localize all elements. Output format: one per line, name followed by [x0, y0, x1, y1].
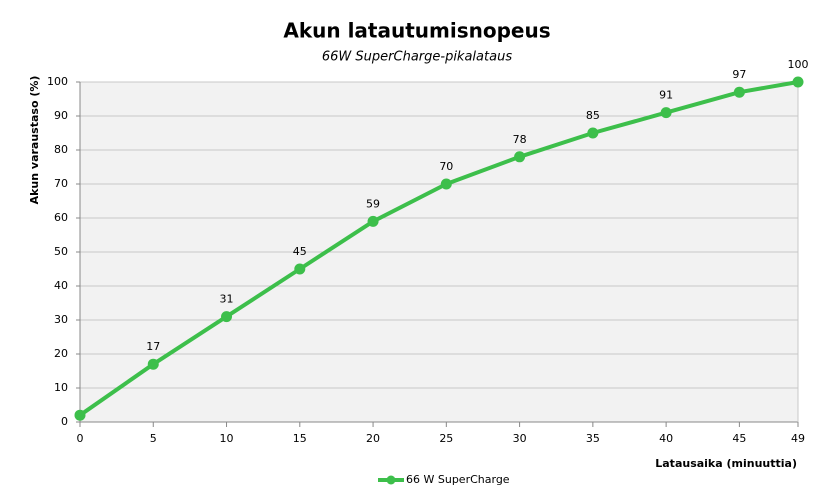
x-tick-label: 20 [366, 432, 380, 445]
y-tick-label: 50 [54, 245, 68, 258]
x-axis-label: Latausaika (minuuttia) [655, 457, 797, 470]
data-label: 45 [293, 245, 307, 258]
y-axis-label: Akun varaustaso (%) [28, 76, 41, 205]
data-label: 59 [366, 197, 380, 210]
y-tick-label: 20 [54, 347, 68, 360]
chart-subtitle: 66W SuperCharge-pikalataus [322, 50, 512, 65]
data-label: 78 [513, 133, 527, 146]
y-tick-label: 70 [54, 177, 68, 190]
x-tick-label: 40 [659, 432, 673, 445]
y-tick-label: 40 [54, 279, 68, 292]
data-label: 70 [439, 160, 453, 173]
data-label: 91 [659, 89, 673, 102]
x-tick-label: 49 [791, 432, 805, 445]
data-point [294, 263, 306, 275]
data-point [587, 127, 599, 139]
legend-marker [386, 475, 396, 485]
data-label: 17 [146, 340, 160, 353]
data-point [660, 107, 672, 119]
x-tick-label: 30 [513, 432, 527, 445]
data-point [514, 151, 526, 163]
x-tick-label: 25 [439, 432, 453, 445]
x-tick-label: 5 [150, 432, 157, 445]
data-point [221, 311, 233, 323]
data-point [733, 86, 745, 98]
x-tick-label: 15 [293, 432, 307, 445]
y-tick-label: 90 [54, 109, 68, 122]
y-tick-label: 10 [54, 381, 68, 394]
data-label: 100 [788, 58, 809, 71]
data-label: 31 [220, 293, 234, 306]
data-label: 97 [732, 68, 746, 81]
y-tick-label: 60 [54, 211, 68, 224]
data-point [440, 178, 452, 190]
legend-label: 66 W SuperCharge [406, 473, 510, 486]
y-tick-label: 0 [61, 415, 68, 428]
y-tick-label: 80 [54, 143, 68, 156]
y-tick-label: 100 [47, 75, 68, 88]
data-point [367, 215, 379, 227]
data-label: 85 [586, 109, 600, 122]
data-point [147, 358, 159, 370]
x-tick-label: 10 [220, 432, 234, 445]
data-point [74, 409, 86, 421]
x-tick-label: 45 [732, 432, 746, 445]
y-tick-label: 30 [54, 313, 68, 326]
chart-title: Akun latautumisnopeus [283, 19, 550, 43]
x-tick-label: 35 [586, 432, 600, 445]
data-point [792, 76, 804, 88]
x-tick-label: 0 [77, 432, 84, 445]
